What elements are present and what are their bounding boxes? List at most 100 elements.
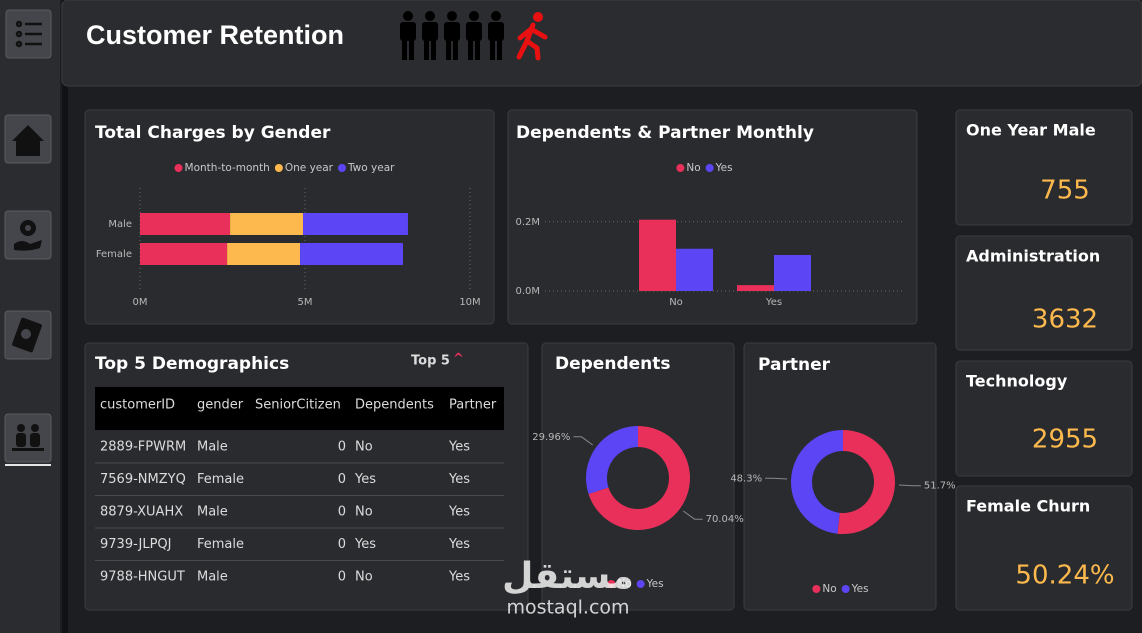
panel (541, 342, 735, 611)
legend-marker (812, 585, 821, 593)
table-cell: Male (197, 440, 228, 455)
card-value: 50.24% (1015, 561, 1114, 591)
donut-slice (586, 426, 638, 494)
x-tick-label: 5M (298, 297, 313, 308)
menu-button[interactable] (5, 9, 52, 59)
legend-label: Yes (851, 583, 869, 595)
people-icon (400, 11, 504, 60)
legend: No Yes (676, 162, 733, 174)
table-cell: Female (197, 537, 244, 552)
leader-line (898, 484, 921, 487)
legend-label: No (686, 162, 700, 174)
leader-line (573, 436, 594, 446)
table-cell: 7569-NMZYQ (100, 472, 186, 487)
table-cell: 8879-XUAHX (100, 505, 183, 520)
bar (737, 285, 774, 291)
service-button[interactable] (4, 210, 52, 260)
card-title: One Year Male (966, 121, 1096, 140)
header (61, 0, 1142, 87)
legend-marker (841, 585, 850, 593)
table-cell: 0 (338, 570, 346, 585)
legend-label: Yes (646, 578, 664, 590)
bar (676, 248, 713, 291)
table-cell: 0 (338, 505, 346, 520)
card-title: Technology (966, 372, 1068, 391)
bar-segment (140, 213, 231, 235)
table-cell: Male (197, 505, 228, 520)
table-cell: 2889-FPWRM (100, 440, 186, 455)
home-button[interactable] (4, 114, 52, 164)
y-tick-label: 0.2M (515, 217, 540, 228)
divider (62, 0, 68, 633)
card (955, 235, 1133, 351)
table-cell: 0 (338, 440, 346, 455)
card (955, 485, 1133, 611)
x-tick-label: 0M (133, 297, 148, 308)
sort-icon[interactable]: ^ (453, 352, 464, 367)
legend-label: No (617, 578, 631, 590)
card-value: 2955 (1032, 425, 1098, 455)
table-cell: No (355, 570, 373, 585)
table-cell: Yes (448, 472, 470, 487)
x-tick-label: No (669, 297, 683, 308)
column-header: Partner (449, 398, 497, 413)
table-cell: 9739-JLPQJ (100, 537, 171, 552)
legend: No Yes (607, 578, 664, 590)
watermark: mostaql.com (506, 597, 629, 619)
filter-label[interactable]: Top 5 (411, 354, 450, 369)
table-header (95, 387, 504, 430)
legend-marker (338, 164, 347, 172)
demographics-button[interactable] (4, 413, 52, 466)
table-title: Top 5 Demographics (95, 354, 289, 374)
page-title: Customer Retention (86, 20, 344, 50)
donut-slice (837, 430, 896, 534)
legend-label: Yes (715, 162, 733, 174)
table-cell: 0 (338, 472, 346, 487)
panel (507, 109, 918, 325)
table-cell: 9788-HNGUT (100, 570, 185, 585)
legend-label: No (822, 583, 836, 595)
card-value: 755 (1040, 176, 1090, 206)
column-header: SeniorCitizen (255, 398, 341, 413)
card-title: Female Churn (966, 497, 1090, 516)
chart-title: Dependents (555, 354, 671, 374)
table-cell: Yes (354, 472, 376, 487)
column-header: customerID (100, 398, 175, 413)
data-label: 48.3% (730, 473, 762, 484)
legend-marker (676, 164, 685, 172)
bar-segment (303, 213, 408, 235)
column-header: gender (197, 398, 244, 413)
card (955, 109, 1133, 226)
table-cell: Yes (448, 440, 470, 455)
payment-button[interactable] (4, 310, 52, 360)
bar (639, 219, 676, 291)
bar-segment (140, 243, 228, 265)
table-cell: No (355, 440, 373, 455)
data-label: 29.96% (532, 432, 570, 443)
y-tick-label: 0.0M (515, 286, 540, 297)
legend-marker (636, 580, 645, 588)
leader-line (682, 510, 703, 520)
panel (743, 342, 937, 611)
table-cell: Female (197, 472, 244, 487)
leaving-person-icon (516, 12, 548, 61)
donut-slice (588, 426, 690, 531)
card-value: 3632 (1032, 305, 1098, 335)
legend-label: Month-to-month (185, 162, 270, 174)
table-cell: 0 (338, 537, 346, 552)
legend-marker (607, 580, 616, 588)
donut-slice (791, 430, 843, 534)
chart-title: Total Charges by Gender (95, 123, 331, 143)
data-label: 51.7% (924, 481, 956, 492)
legend-label: Two year (347, 162, 395, 174)
legend-label: One year (285, 162, 334, 174)
leader-line (765, 477, 788, 480)
watermark: مستقل (502, 556, 634, 597)
chart-title: Partner (758, 355, 831, 375)
bar (774, 255, 811, 291)
chart-title: Dependents & Partner Monthly (516, 123, 814, 143)
bar-segment (300, 243, 404, 265)
column-header: Dependents (355, 398, 434, 413)
legend: No Yes (812, 583, 869, 595)
